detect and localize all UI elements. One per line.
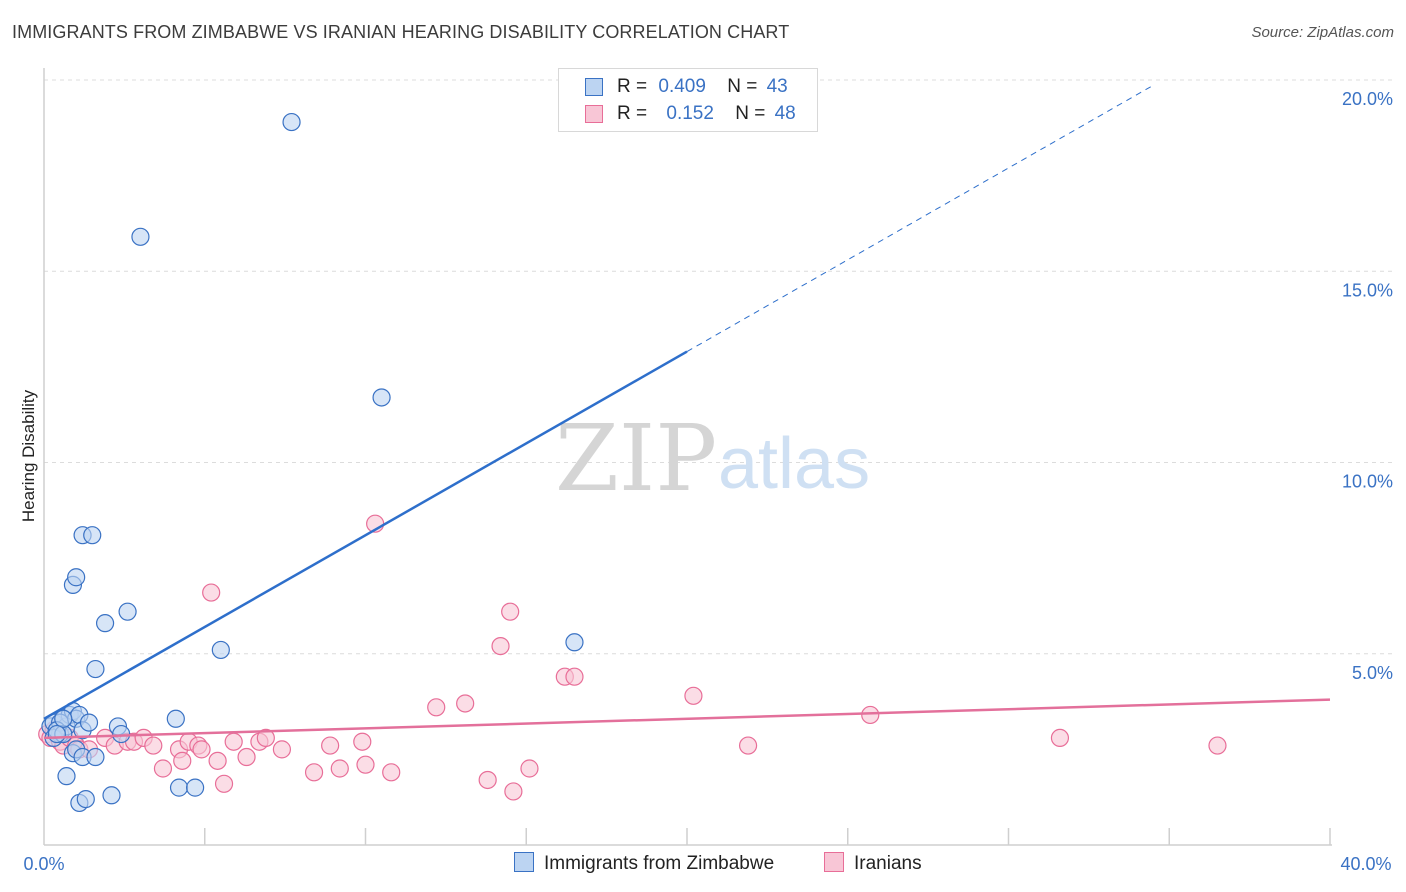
legend-r-label: R =: [617, 103, 648, 124]
axes: [43, 68, 1332, 846]
iranians-point: [1050, 728, 1070, 748]
zimbabwe-trend-extension: [686, 84, 1154, 353]
x-tick-label-min: 0.0%: [23, 854, 64, 874]
legend-swatch-zimbabwe: [585, 78, 603, 96]
zimbabwe-point: [86, 659, 105, 679]
zimbabwe-point: [131, 227, 150, 246]
iranians-point: [501, 602, 520, 621]
bottom-legend-zimbabwe: Immigrants from Zimbabwe: [514, 852, 774, 875]
zimbabwe-point: [372, 388, 391, 407]
zimbabwe-point: [76, 789, 95, 809]
iranians-point: [272, 740, 292, 759]
zimbabwe-point: [169, 778, 189, 797]
y-tick-label: 15.0%: [1342, 280, 1393, 300]
iranians-point: [153, 759, 173, 778]
zimbabwe-point: [282, 112, 301, 132]
iranians-point: [304, 763, 324, 782]
gridlines: [44, 79, 1394, 655]
bottom-legend-swatch-zimbabwe: [514, 852, 534, 872]
zimbabwe-point: [166, 709, 185, 728]
x-tick-label-max: 40.0%: [1340, 854, 1391, 874]
legend-r-label: R =: [617, 76, 648, 97]
iranians-point: [173, 751, 192, 770]
zimbabwe-point: [67, 568, 86, 587]
watermark: ZIP atlas: [555, 405, 870, 512]
iranians-point: [144, 736, 163, 755]
bottom-legend-swatch-iranians: [824, 852, 844, 872]
zimbabwe-point: [186, 778, 205, 797]
iranians-point: [478, 770, 497, 790]
zimbabwe-point: [79, 713, 99, 732]
y-tick-label: 5.0%: [1352, 663, 1393, 683]
zimbabwe-point: [47, 724, 66, 744]
x-ticks: [204, 828, 1331, 845]
iranians-point: [504, 782, 523, 801]
y-tick-label: 20.0%: [1342, 89, 1393, 109]
trend-lines: [43, 84, 1331, 740]
y-axis-label: Hearing Disability: [19, 389, 38, 522]
iranians-point: [224, 732, 243, 751]
legend-n-value: 48: [774, 103, 796, 124]
iranians-point: [520, 759, 539, 778]
iranians-point: [738, 736, 758, 755]
chart-title: IMMIGRANTS FROM ZIMBABWE VS IRANIAN HEAR…: [12, 22, 790, 42]
iranians-trend-line: [43, 698, 1331, 740]
legend-n-label: N =: [735, 103, 766, 124]
y-tick-label: 10.0%: [1342, 472, 1393, 492]
iranians-point: [356, 755, 375, 774]
iranians-point: [861, 705, 880, 725]
bottom-legend-iranians: Iranians: [824, 852, 922, 875]
y-tick-labels: 5.0% 10.0% 15.0% 20.0%: [1342, 89, 1393, 683]
legend-r-value: 0.152: [666, 103, 714, 124]
zimbabwe-point: [112, 724, 131, 744]
zimbabwe-point: [211, 640, 230, 660]
zimbabwe-point: [54, 709, 73, 728]
zimbabwe-point: [86, 747, 105, 767]
iranians-point: [237, 747, 256, 767]
source-label: Source: ZipAtlas.com: [1251, 24, 1394, 41]
watermark-atlas: atlas: [718, 424, 870, 504]
iranians-point: [208, 751, 227, 770]
legend-r-value: 0.409: [658, 76, 706, 97]
zimbabwe-point: [118, 602, 137, 621]
iranians-point: [214, 774, 234, 793]
legend-n-label: N =: [727, 76, 758, 97]
iranians-point: [427, 698, 446, 717]
bottom-legend-label-zimbabwe: Immigrants from Zimbabwe: [544, 853, 775, 874]
zimbabwe-point: [102, 786, 121, 805]
iranians-point: [192, 740, 211, 759]
iranians-point: [456, 694, 475, 713]
zimbabwe-point: [95, 614, 115, 633]
iranians-point: [565, 667, 584, 686]
legend-swatch-iranians: [585, 105, 603, 123]
zimbabwe-trend-line: [43, 350, 688, 720]
zimbabwe-point: [57, 767, 76, 786]
watermark-zip: ZIP: [555, 405, 717, 512]
iranians-point: [321, 736, 340, 755]
iranians-point: [330, 759, 349, 778]
iranians-point: [353, 732, 372, 751]
legend-n-value: 43: [766, 76, 788, 97]
zimbabwe-point: [83, 526, 102, 545]
iranians-point: [202, 583, 221, 602]
zimbabwe-points: [41, 112, 584, 813]
iranians-point: [256, 728, 275, 748]
iranians-point: [382, 763, 401, 782]
bottom-legend-label-iranians: Iranians: [854, 853, 922, 874]
iranians-point: [491, 636, 510, 656]
iranians-point: [684, 686, 703, 705]
iranians-point: [1208, 736, 1227, 755]
zimbabwe-point: [565, 633, 584, 652]
legend: R = 0.409 N = 43 R = 0.152 N = 48: [558, 68, 818, 132]
